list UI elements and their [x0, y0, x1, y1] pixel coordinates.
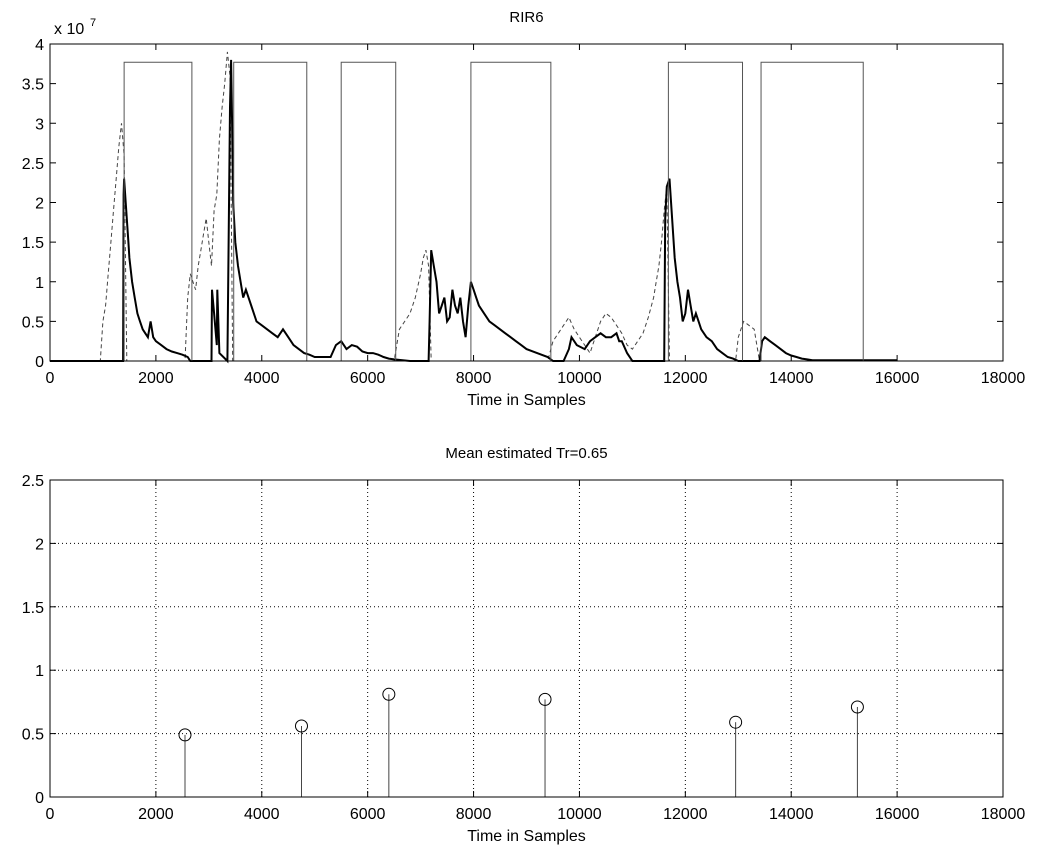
- top-plot-y-exponent: x 10 7: [54, 17, 96, 38]
- y-tick-label: 0.5: [22, 727, 44, 744]
- bottom-plot-ticks: 0 2000 4000 6000 8000 10000 12000 14000 16000 180…: [22, 473, 1026, 823]
- y-exponent-base: x 10: [54, 21, 84, 38]
- x-tick-label: 10000: [557, 806, 602, 823]
- stem-marker: [382, 687, 396, 701]
- x-tick-label: 16000: [875, 806, 920, 823]
- y-tick-label: 0: [35, 790, 44, 807]
- bold-series-line: [50, 59, 898, 364]
- x-tick-label: 16000: [875, 370, 920, 387]
- y-tick-label: 2: [35, 196, 44, 213]
- x-tick-label: 8000: [456, 806, 492, 823]
- y-tick-label: 3: [35, 116, 44, 133]
- top-plot-x-label: Time in Samples: [467, 392, 586, 409]
- x-tick-label: 14000: [769, 806, 814, 823]
- x-tick-label: 10000: [557, 370, 602, 387]
- top-plot: RIR6 x 10 7 0 2000 4000 6000 8000 10000 12000 1…: [22, 9, 1026, 409]
- stem-marker: [850, 700, 864, 714]
- top-plot-title: RIR6: [509, 9, 543, 26]
- x-tick-label: 4000: [244, 806, 280, 823]
- top-plot-ticks: 0 2000 4000 6000 8000 10000 12000 14000 16000 180…: [22, 37, 1026, 387]
- gate-series-line: [50, 61, 898, 362]
- x-tick-label: 14000: [769, 370, 814, 387]
- bottom-plot: Mean estimated Tr=0.65 0 2000 4000 6000 8000…: [22, 445, 1026, 845]
- x-tick-label: 18000: [981, 370, 1026, 387]
- top-plot-frame: [49, 43, 1004, 362]
- bottom-plot-frame: [49, 479, 1004, 798]
- y-tick-label: 1.5: [22, 600, 44, 617]
- x-tick-label: 8000: [456, 370, 492, 387]
- x-tick-label: 0: [46, 370, 55, 387]
- y-tick-label: 2.5: [22, 473, 44, 490]
- bottom-plot-x-label: Time in Samples: [467, 828, 586, 845]
- y-tick-label: 3.5: [22, 77, 44, 94]
- y-tick-label: 1.5: [22, 235, 44, 252]
- x-tick-label: 4000: [244, 370, 280, 387]
- y-tick-label: 1: [35, 663, 44, 680]
- y-tick-label: 0: [35, 354, 44, 371]
- x-tick-label: 6000: [350, 370, 386, 387]
- x-tick-label: 12000: [663, 370, 708, 387]
- y-tick-label: 2: [35, 536, 44, 553]
- stem-marker: [294, 719, 308, 733]
- stem-marker: [538, 692, 552, 706]
- y-tick-label: 0.5: [22, 314, 44, 331]
- bottom-plot-grid: [50, 480, 1003, 797]
- x-tick-label: 18000: [981, 806, 1026, 823]
- x-tick-label: 12000: [663, 806, 708, 823]
- y-exponent-power: 7: [90, 17, 96, 29]
- x-tick-label: 2000: [138, 370, 174, 387]
- bottom-plot-title: Mean estimated Tr=0.65: [445, 445, 607, 462]
- dashed-series-line: [50, 51, 760, 362]
- y-tick-label: 1: [35, 275, 44, 292]
- stem-marker: [178, 728, 192, 742]
- x-tick-label: 2000: [138, 806, 174, 823]
- x-tick-label: 0: [46, 806, 55, 823]
- top-plot-data: [50, 51, 898, 364]
- stem-marker: [729, 715, 743, 729]
- y-tick-label: 4: [35, 37, 44, 54]
- bottom-plot-data: [178, 687, 864, 797]
- x-tick-label: 6000: [350, 806, 386, 823]
- y-tick-label: 2.5: [22, 156, 44, 173]
